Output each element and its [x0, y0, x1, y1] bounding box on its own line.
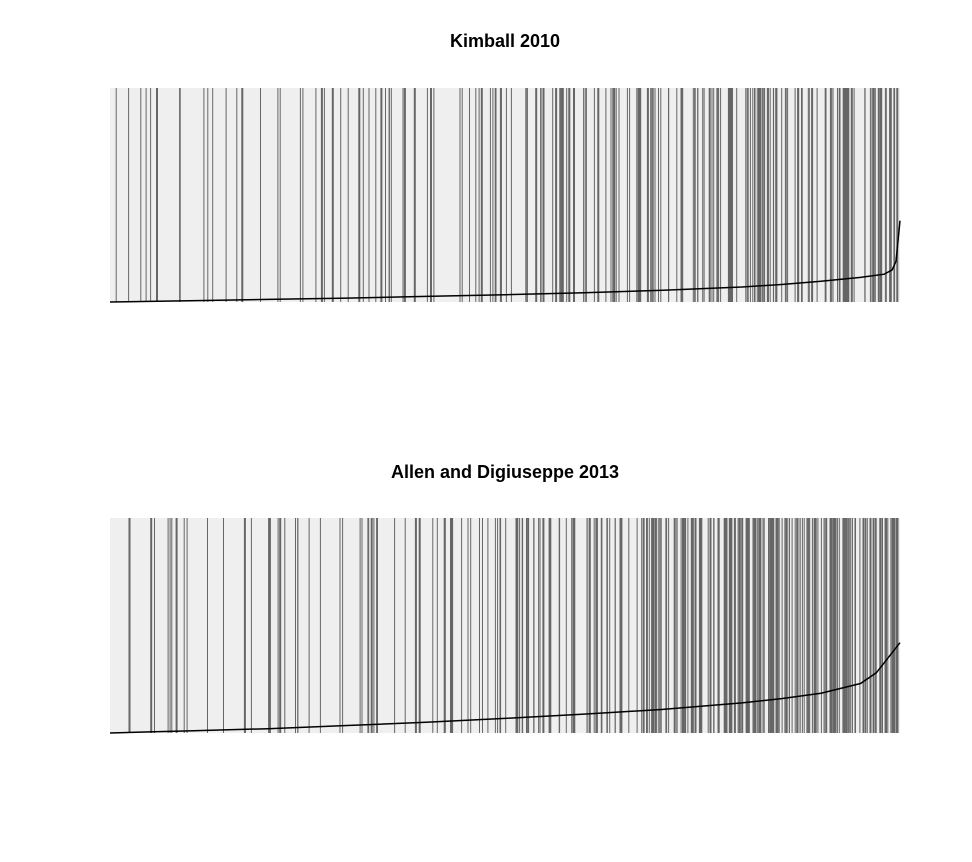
panel-allen-digiuseppe-2013: Allen and Digiuseppe 2013: [109, 462, 901, 734]
chart-title: Allen and Digiuseppe 2013: [391, 462, 619, 482]
panel-background: [110, 518, 900, 733]
chart-title: Kimball 2010: [450, 31, 560, 51]
series-curve: [109, 220, 901, 303]
event-lines: [128, 518, 899, 733]
event-lines: [115, 88, 899, 302]
panel-kimball-2010: Kimball 2010: [109, 31, 901, 303]
series-curve: [109, 642, 901, 734]
